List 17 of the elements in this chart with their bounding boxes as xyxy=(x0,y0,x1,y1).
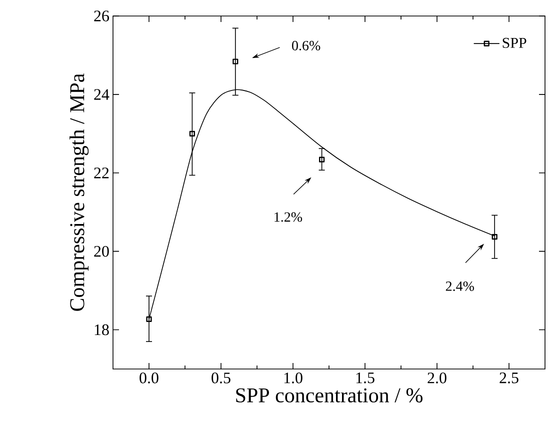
legend-label: SPP xyxy=(502,38,526,48)
y-tick-label: 26 xyxy=(94,10,109,22)
x-axis-title: SPP concentration / % xyxy=(236,388,422,403)
y-tick-label: 18 xyxy=(94,324,109,336)
y-tick-label: 20 xyxy=(94,246,109,257)
x-tick-label: 0.0 xyxy=(140,372,158,384)
annotation: 0.6% xyxy=(292,40,320,50)
x-tick-label: 1.0 xyxy=(284,372,302,384)
x-tick-label: 1.5 xyxy=(356,372,374,384)
annotation: 2.4% xyxy=(446,281,474,291)
x-tick-label: 0.5 xyxy=(212,372,230,384)
y-tick-label: 24 xyxy=(94,89,110,100)
y-axis-title: Compressive strength / MPa xyxy=(70,74,89,311)
x-tick-label: 2.0 xyxy=(428,372,446,384)
x-tick-label: 2.5 xyxy=(500,372,518,384)
y-tick-label: 22 xyxy=(94,168,109,178)
annotation: 1.2% xyxy=(274,212,302,222)
